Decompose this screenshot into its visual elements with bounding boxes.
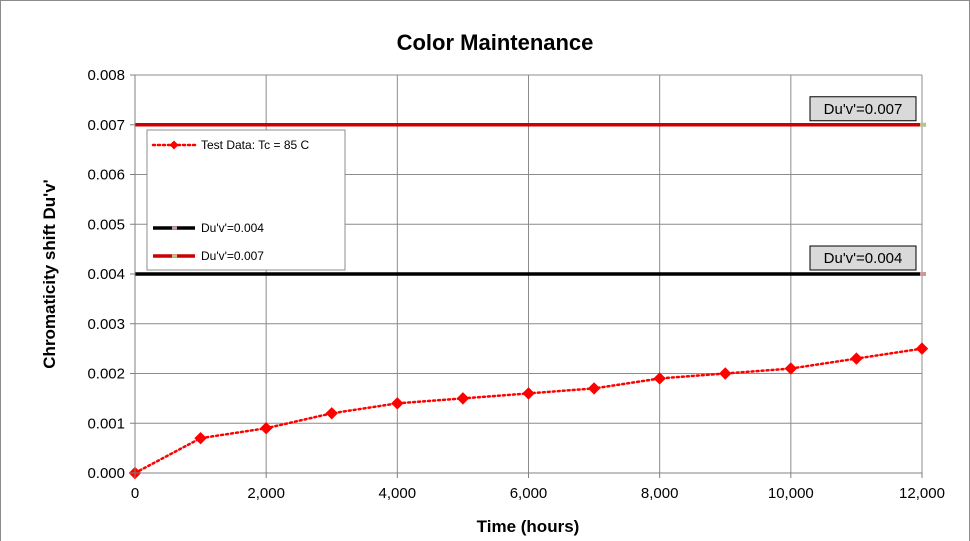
data-point-diamond: [850, 352, 863, 365]
threshold-end-marker: [920, 272, 926, 276]
y-tick-label: 0.001: [87, 415, 125, 432]
threshold-end-marker: [920, 122, 926, 127]
data-point-diamond: [915, 342, 929, 355]
y-tick-label: 0.005: [87, 216, 125, 233]
data-point-diamond: [456, 392, 470, 405]
x-tick-label: 4,000: [379, 485, 417, 502]
legend-label: Du'v'=0.004: [201, 221, 264, 235]
data-point-diamond: [325, 407, 338, 420]
y-tick-label: 0.004: [87, 266, 125, 283]
annotation-label: Du'v'=0.007: [824, 101, 903, 118]
x-tick-label: 2,000: [247, 485, 285, 502]
x-tick-label: 0: [131, 485, 139, 502]
legend-box: [146, 129, 346, 271]
data-point-diamond: [194, 431, 207, 445]
data-point-diamond: [784, 362, 798, 375]
x-axis-label: Time (hours): [477, 517, 580, 536]
x-tick-label: 12,000: [899, 485, 945, 502]
annotation-layer: Du'v'=0.007 Du'v'=0.004: [809, 96, 917, 271]
y-tick-label: 0.006: [87, 167, 125, 184]
annotation-box: [809, 245, 917, 271]
y-tick-label: 0.003: [87, 316, 125, 333]
legend-swatch-marker: [172, 254, 177, 258]
y-tick-label: 0.007: [87, 117, 125, 134]
legend-label: Du'v'=0.007: [201, 249, 264, 263]
legend-label: Test Data: Tc = 85 C: [201, 138, 309, 152]
axis-layer: 0 2,000 4,000 6,000 8,000 10,000 12,000 0.000 0.…: [87, 67, 944, 502]
data-point-diamond: [522, 387, 535, 400]
y-tick-label: 0.002: [87, 366, 125, 383]
x-tick-label: 8,000: [641, 485, 679, 502]
series-layer: [128, 122, 929, 480]
legend-swatch-diamond: [169, 140, 179, 150]
y-axis-label: Chromaticity shift Du'v': [40, 179, 59, 368]
data-point-diamond: [719, 367, 732, 380]
annotation-box: [809, 96, 917, 122]
legend: Test Data: Tc = 85 C Du'v'=0.004 Du'v'=0.0…: [146, 129, 346, 271]
data-point-diamond: [653, 372, 666, 385]
data-point-diamond: [587, 382, 601, 395]
data-point-diamond: [391, 397, 404, 410]
y-tick-label: 0.000: [87, 465, 125, 482]
legend-swatch-marker: [172, 226, 177, 230]
data-point-diamond: [259, 422, 273, 435]
x-tick-label: 6,000: [510, 485, 548, 502]
x-tick-label: 10,000: [768, 485, 814, 502]
annotation-label: Du'v'=0.004: [824, 250, 903, 267]
chart-title: Color Maintenance: [397, 30, 594, 55]
y-tick-label: 0.008: [87, 67, 125, 84]
